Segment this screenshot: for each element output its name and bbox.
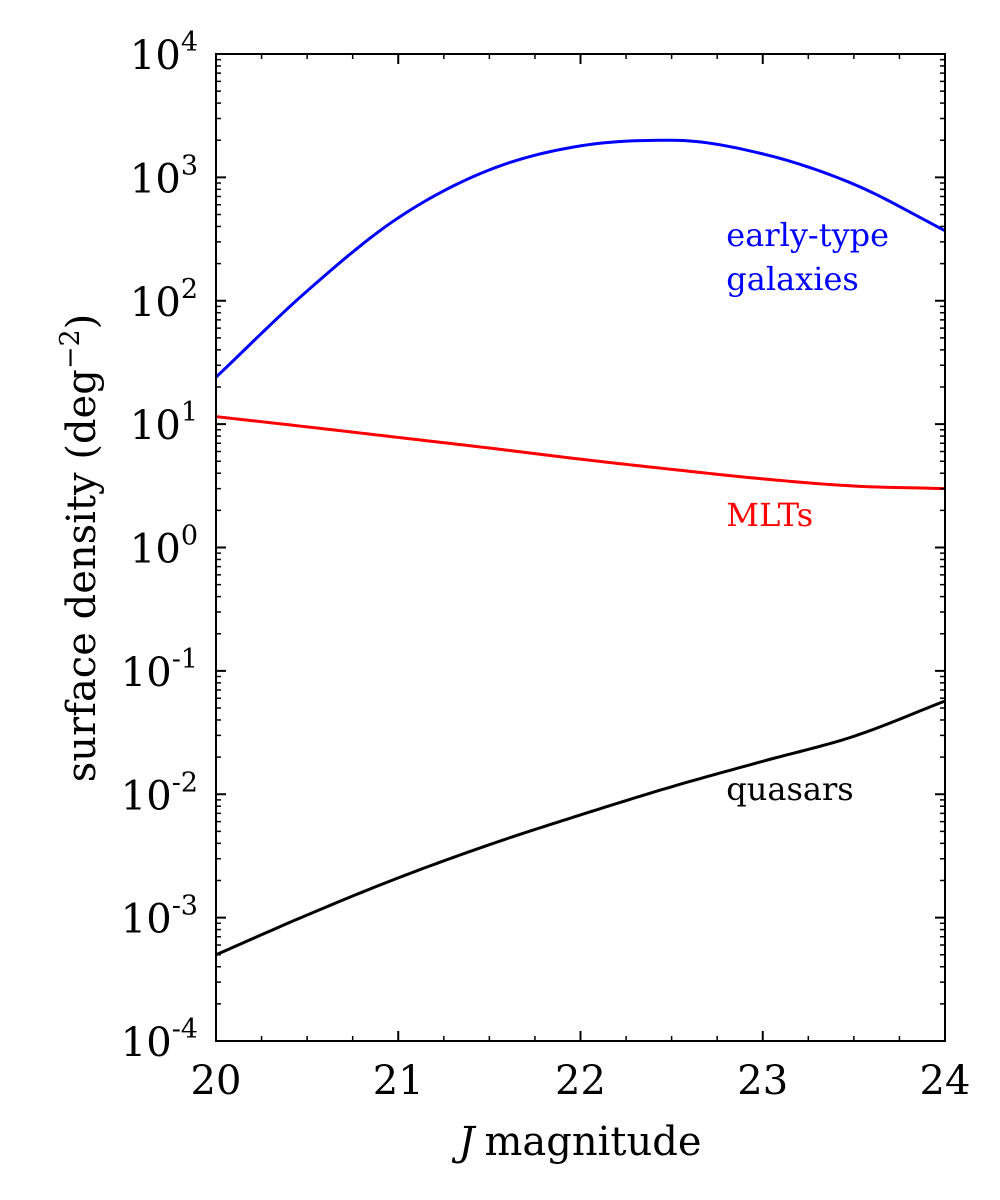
annotation-line: early-type [726,216,889,254]
annotation-line: quasars [726,770,853,808]
y-tick-label-base: 10 [130,33,181,79]
ticks-layer [215,53,946,1042]
y-tick-label: 10-3 [121,891,198,943]
y-tick-label-exponent: 0 [181,521,198,552]
y-tick-label: 103 [130,150,198,202]
x-axis-label-italic: J [451,1119,476,1165]
y-tick-label-exponent: 3 [181,150,198,181]
y-tick-label-base: 10 [121,650,172,696]
y-axis-label: surface density (deg−2) [55,314,105,783]
y-tick-label-base: 10 [121,897,172,943]
y-tick-label: 101 [130,397,198,449]
series-annotation: MLTs [726,496,813,534]
series-line-mlts [215,415,946,491]
annotation-line: galaxies [726,260,859,298]
y-tick-label-exponent: -2 [172,767,198,798]
y-tick-label-base: 10 [130,403,181,449]
x-tick-label: 20 [191,1058,242,1104]
y-tick-label: 10-4 [121,1014,198,1066]
y-axis-label-text: surface density (deg [59,369,105,782]
series-line-early-type-galaxies [214,138,946,379]
y-tick-label-base: 10 [121,773,172,819]
y-tick-label-exponent: -1 [172,644,198,675]
y-tick-label: 10-1 [121,644,198,696]
x-tick-label: 22 [555,1058,606,1104]
y-tick-label-base: 10 [130,156,181,202]
y-tick-label: 104 [130,27,198,79]
y-axis-label-close: ) [59,314,105,330]
y-tick-label-exponent: -3 [172,891,198,922]
x-axis-label-text: magnitude [484,1119,701,1165]
y-tick-label: 10-2 [121,767,198,819]
series-line-quasars [215,699,946,957]
y-tick-label-exponent: 4 [181,27,198,58]
y-tick-label-exponent: -4 [172,1014,198,1045]
y-tick-label-exponent: 1 [181,397,198,428]
y-axis-label-exponent: −2 [55,329,86,369]
y-tick-label-base: 10 [130,527,181,573]
annotation-line: MLTs [726,496,813,534]
y-tick-label: 100 [130,521,198,573]
series-annotation: early-type galaxies [726,216,889,298]
plot-frame [215,53,946,1042]
series-annotation: quasars [726,770,853,808]
x-tick-label: 23 [737,1058,788,1104]
y-tick-label-base: 10 [121,1020,172,1066]
y-tick-label-exponent: 2 [181,274,198,305]
x-tick-label: 21 [373,1058,424,1104]
y-tick-label-base: 10 [130,280,181,326]
x-tick-label: 24 [920,1058,971,1104]
y-tick-label: 102 [130,274,198,326]
plot-layer [214,138,946,957]
